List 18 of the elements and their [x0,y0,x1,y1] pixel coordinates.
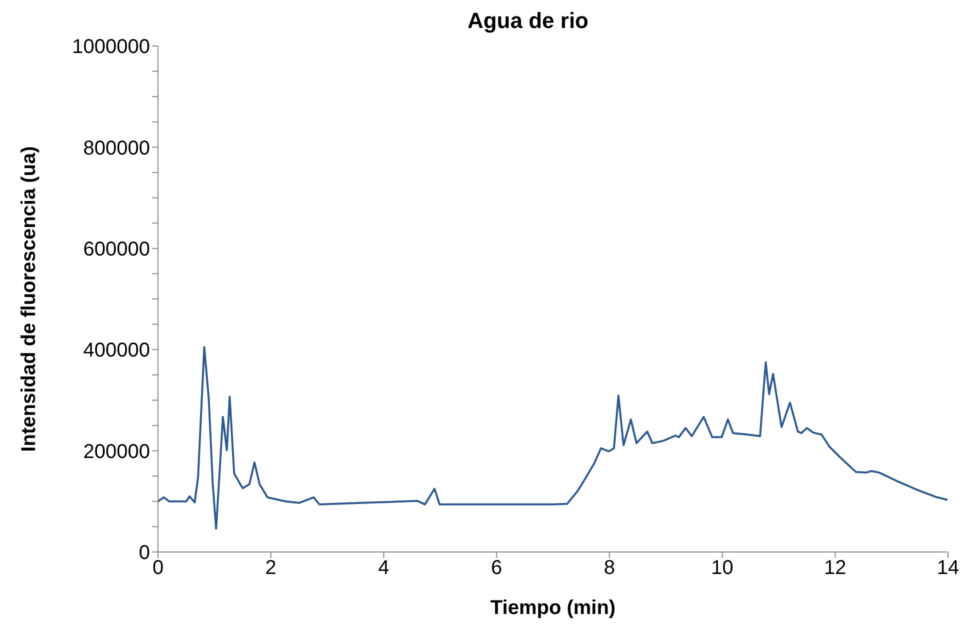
chart-title: Agua de rio [466,8,590,34]
x-tick-label: 14 [936,557,960,580]
x-tick-label: 12 [824,557,846,580]
y-tick-label: 0 [138,542,150,564]
y-tick-label: 1000000 [72,36,150,58]
y-tick-label: 200000 [83,440,150,463]
x-tick-label: 10 [711,557,734,580]
x-tick-label: 4 [378,557,390,580]
y-tick-label: 600000 [83,238,150,260]
x-tick-label: 6 [491,557,502,580]
x-axis-title: Tiempo (min) [490,597,616,619]
x-tick-label: 8 [604,557,615,580]
y-tick-label: 400000 [83,340,150,362]
y-axis-title: Intensidad de fluorescencia (ua) [18,146,40,452]
x-tick-label: 0 [152,557,164,580]
line-series [158,346,948,530]
y-tick-label: 800000 [83,137,150,160]
x-tick-label: 2 [265,557,276,580]
